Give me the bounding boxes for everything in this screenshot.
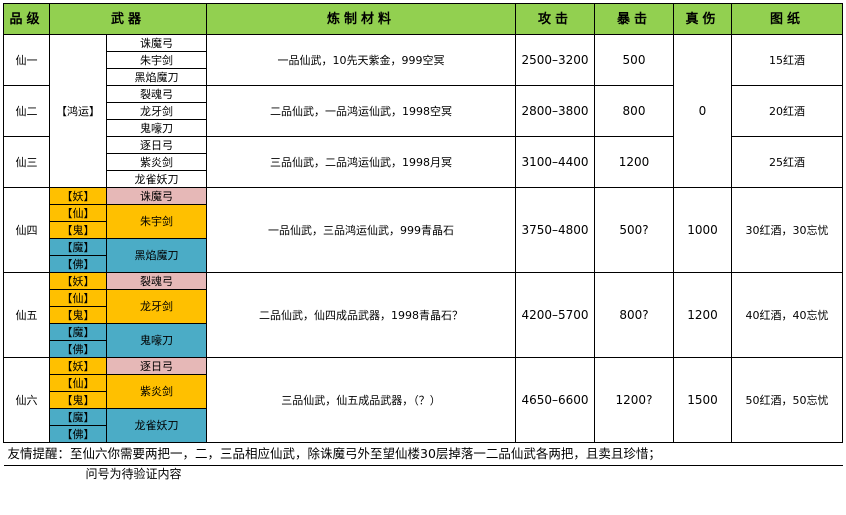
crit-cell: 800?: [594, 272, 674, 358]
weapon-cell: 龙雀妖刀: [106, 408, 207, 443]
material-cell: 二品仙武，一品鸿运仙武，1998空冥: [206, 85, 516, 137]
crit-cell: 500: [594, 34, 674, 86]
grade-cell: 仙五: [3, 272, 50, 358]
true-dmg-cell: 1500: [673, 357, 732, 443]
attack-cell: 2800–3800: [515, 85, 595, 137]
table-row: 仙六 【妖】 逐日弓 三品仙武，仙五成品武器，（？） 4650–6600 120…: [3, 357, 843, 443]
weapon-cell: 裂魂弓: [106, 85, 207, 103]
blueprint-cell: 15红酒: [731, 34, 843, 86]
weapon-cell: 朱宇剑: [106, 51, 207, 69]
crit-cell: 1200: [594, 136, 674, 188]
material-cell: 三品仙武，仙五成品武器，（？）: [206, 357, 516, 443]
weapon-cell: 紫炎剑: [106, 374, 207, 409]
tag-xian: 【仙】: [49, 204, 107, 222]
grade-cell: 仙二: [3, 85, 50, 137]
crit-cell: 1200?: [594, 357, 674, 443]
material-cell: 一品仙武，10先天紫金，999空冥: [206, 34, 516, 86]
tag-xian: 【仙】: [49, 374, 107, 392]
hongyun-label: 【鸿运】: [49, 34, 107, 188]
note-row: 友情提醒：至仙六你需要两把一，二，三品相应仙武，除诛魔弓外至望仙楼30层掉落一二…: [3, 442, 843, 466]
attack-cell: 4200–5700: [515, 272, 595, 358]
table-row: 仙一 【鸿运】 诛魔弓 一品仙武，10先天紫金，999空冥 2500–3200 …: [3, 34, 843, 188]
header-crit: 暴击: [594, 3, 674, 35]
tag-mo: 【魔】: [49, 408, 107, 426]
true-dmg-cell: 0: [673, 34, 732, 188]
header-true-dmg: 真伤: [673, 3, 732, 35]
header-weapon: 武器: [49, 3, 207, 35]
weapon-cell: 龙牙剑: [106, 289, 207, 324]
blueprint-cell: 50红酒，50忘忧: [731, 357, 843, 443]
weapon-cell: 逐日弓: [106, 357, 207, 375]
weapon-cell: 鬼嚎刀: [106, 119, 207, 137]
weapon-table: 品级 武器 炼制材料 攻击 暴击 真伤 图纸 仙一 【鸿运】 诛魔弓 一品仙武，…: [3, 3, 843, 482]
tag-fo: 【佛】: [49, 340, 107, 358]
tag-yao: 【妖】: [49, 272, 107, 290]
weapon-cell: 诛魔弓: [106, 34, 207, 52]
weapon-cell: 龙牙剑: [106, 102, 207, 120]
tag-xian: 【仙】: [49, 289, 107, 307]
friendly-reminder: 友情提醒：至仙六你需要两把一，二，三品相应仙武，除诛魔弓外至望仙楼30层掉落一二…: [3, 442, 843, 466]
weapon-cell: 逐日弓: [106, 136, 207, 154]
crit-cell: 800: [594, 85, 674, 137]
grade-cell: 仙一: [3, 34, 50, 86]
weapon-cell: 紫炎剑: [106, 153, 207, 171]
question-mark-note: 问号为待验证内容: [3, 465, 843, 482]
material-cell: 二品仙武，仙四成品武器，1998青晶石？: [206, 272, 516, 358]
material-cell: 三品仙武，二品鸿运仙武，1998月冥: [206, 136, 516, 188]
crit-cell: 500?: [594, 187, 674, 273]
true-dmg-cell: 1200: [673, 272, 732, 358]
tag-gui: 【鬼】: [49, 391, 107, 409]
attack-cell: 2500–3200: [515, 34, 595, 86]
weapon-cell: 鬼嚎刀: [106, 323, 207, 358]
tag-fo: 【佛】: [49, 255, 107, 273]
tag-mo: 【魔】: [49, 323, 107, 341]
attack-cell: 3100–4400: [515, 136, 595, 188]
grade-cell: 仙六: [3, 357, 50, 443]
table-row: 仙三 逐日弓 三品仙武，二品鸿运仙武，1998月冥 3100–4400 1200…: [3, 136, 843, 188]
header-blueprint: 图纸: [731, 3, 843, 35]
grade-cell: 仙三: [3, 136, 50, 188]
tag-yao: 【妖】: [49, 357, 107, 375]
true-dmg-cell: 1000: [673, 187, 732, 273]
table-row: 仙四 【妖】 诛魔弓 一品仙武，三品鸿运仙武，999青晶石 3750–4800 …: [3, 187, 843, 273]
attack-cell: 3750–4800: [515, 187, 595, 273]
blueprint-cell: 20红酒: [731, 85, 843, 137]
header-grade: 品级: [3, 3, 50, 35]
tag-fo: 【佛】: [49, 425, 107, 443]
weapon-cell: 龙雀妖刀: [106, 170, 207, 188]
weapon-cell: 诛魔弓: [106, 187, 207, 205]
table-row: 仙五 【妖】 裂魂弓 二品仙武，仙四成品武器，1998青晶石？ 4200–570…: [3, 272, 843, 358]
blueprint-cell: 25红酒: [731, 136, 843, 188]
blueprint-cell: 40红酒，40忘忧: [731, 272, 843, 358]
tag-gui: 【鬼】: [49, 221, 107, 239]
tag-mo: 【魔】: [49, 238, 107, 256]
material-cell: 一品仙武，三品鸿运仙武，999青晶石: [206, 187, 516, 273]
weapon-cell: 黑焰魔刀: [106, 68, 207, 86]
attack-cell: 4650–6600: [515, 357, 595, 443]
weapon-cell: 裂魂弓: [106, 272, 207, 290]
tag-gui: 【鬼】: [49, 306, 107, 324]
note-row: 问号为待验证内容: [3, 465, 843, 482]
header-row: 品级 武器 炼制材料 攻击 暴击 真伤 图纸: [3, 3, 843, 35]
table-row: 仙二 裂魂弓 二品仙武，一品鸿运仙武，1998空冥 2800–3800 800 …: [3, 85, 843, 137]
header-material: 炼制材料: [206, 3, 516, 35]
tag-yao: 【妖】: [49, 187, 107, 205]
grade-cell: 仙四: [3, 187, 50, 273]
weapon-cell: 朱宇剑: [106, 204, 207, 239]
blueprint-cell: 30红酒，30忘忧: [731, 187, 843, 273]
weapon-cell: 黑焰魔刀: [106, 238, 207, 273]
header-attack: 攻击: [515, 3, 595, 35]
